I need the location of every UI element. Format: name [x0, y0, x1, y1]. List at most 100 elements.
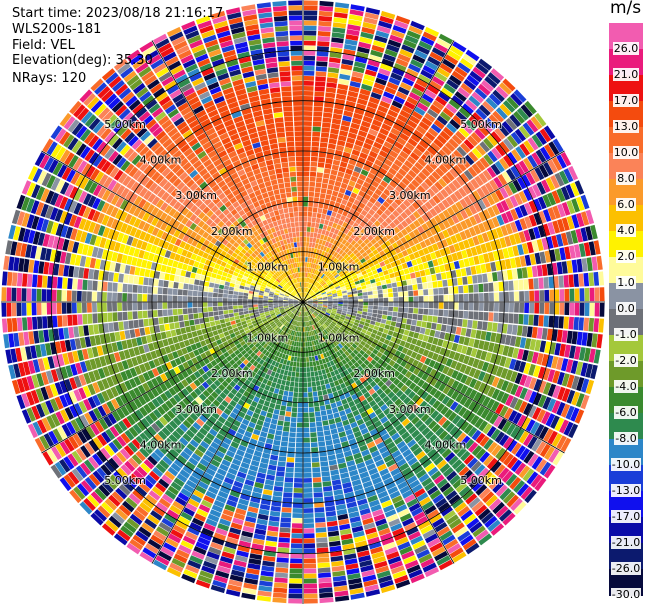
- velocity-cell: [297, 321, 300, 327]
- velocity-cell: [508, 313, 514, 324]
- velocity-cell: [317, 315, 322, 320]
- velocity-cell: [495, 227, 504, 238]
- velocity-cell: [326, 77, 338, 84]
- velocity-cell: [262, 560, 275, 567]
- velocity-cell: [315, 290, 320, 294]
- velocity-cell: [466, 74, 480, 87]
- velocity-cell: [424, 112, 436, 123]
- velocity-cell: [248, 343, 255, 349]
- velocity-cell: [389, 367, 397, 375]
- velocity-cell: [278, 542, 290, 548]
- velocity-cell: [309, 341, 313, 347]
- velocity-cell: [420, 232, 428, 240]
- velocity-cell: [386, 81, 399, 91]
- velocity-cell: [90, 491, 104, 504]
- velocity-cell: [348, 14, 363, 22]
- velocity-cell: [347, 332, 354, 338]
- velocity-cell: [284, 482, 293, 488]
- velocity-cell: [203, 560, 217, 570]
- velocity-cell: [358, 423, 367, 431]
- velocity-cell: [311, 136, 320, 142]
- velocity-cell: [415, 451, 426, 461]
- velocity-cell: [227, 392, 235, 400]
- velocity-cell: [201, 373, 209, 381]
- velocity-cell: [382, 310, 388, 316]
- velocity-cell: [226, 384, 233, 392]
- velocity-cell: [401, 489, 413, 499]
- velocity-cell: [300, 311, 302, 317]
- velocity-cell: [347, 360, 354, 367]
- velocity-cell: [303, 272, 305, 277]
- velocity-cell: [307, 217, 312, 222]
- velocity-cell: [495, 447, 506, 460]
- velocity-cell: [401, 405, 410, 414]
- velocity-cell: [361, 346, 368, 353]
- velocity-cell: [267, 318, 273, 322]
- velocity-cell: [352, 324, 358, 330]
- velocity-cell: [499, 187, 509, 199]
- velocity-cell: [307, 321, 310, 327]
- velocity-cell: [369, 168, 378, 176]
- velocity-cell: [192, 435, 202, 444]
- velocity-cell: [319, 142, 328, 148]
- velocity-cell: [170, 462, 182, 473]
- velocity-cell: [434, 371, 442, 380]
- velocity-cell: [510, 165, 521, 178]
- velocity-cell: [317, 321, 322, 327]
- velocity-cell: [401, 347, 409, 355]
- velocity-cell: [316, 328, 321, 333]
- velocity-cell: [263, 320, 269, 325]
- velocity-cell: [406, 195, 415, 204]
- velocity-cell: [291, 307, 296, 312]
- velocity-cell: [332, 358, 338, 365]
- velocity-cell: [310, 232, 314, 238]
- velocity-cell: [151, 377, 159, 387]
- velocity-cell: [423, 289, 429, 296]
- velocity-cell: [355, 493, 366, 501]
- velocity-cell: [392, 331, 399, 338]
- velocity-cell: [285, 344, 289, 350]
- velocity-cell: [374, 235, 381, 242]
- velocity-cell: [404, 471, 415, 480]
- velocity-cell: [186, 443, 196, 452]
- velocity-cell: [312, 386, 317, 392]
- velocity-cell: [242, 525, 255, 533]
- velocity-cell: [307, 326, 310, 332]
- velocity-cell: [292, 330, 296, 336]
- velocity-cell: [474, 128, 486, 140]
- velocity-cell: [434, 266, 441, 274]
- velocity-cell: [347, 266, 354, 272]
- velocity-cell: [385, 232, 393, 240]
- velocity-cell: [319, 255, 324, 261]
- velocity-cell: [485, 474, 497, 487]
- velocity-cell: [371, 416, 380, 424]
- velocity-cell: [254, 334, 260, 340]
- velocity-cell: [325, 158, 333, 165]
- velocity-cell: [303, 573, 317, 579]
- velocity-cell: [312, 335, 316, 341]
- velocity-cell: [331, 321, 337, 326]
- velocity-cell: [101, 431, 112, 444]
- velocity-cell: [312, 280, 316, 285]
- velocity-cell: [417, 379, 425, 388]
- velocity-cell: [309, 284, 312, 289]
- velocity-cell: [377, 358, 384, 365]
- velocity-cell: [454, 190, 463, 201]
- velocity-cell: [398, 291, 404, 297]
- velocity-cell: [359, 471, 370, 479]
- velocity-cell: [136, 505, 149, 517]
- velocity-cell: [327, 449, 335, 456]
- velocity-cell: [566, 215, 575, 230]
- velocity-cell: [383, 328, 389, 335]
- velocity-cell: [205, 490, 217, 500]
- velocity-cell: [321, 127, 330, 133]
- velocity-cell: [343, 279, 349, 284]
- velocity-cell: [319, 147, 327, 153]
- velocity-cell: [353, 332, 360, 338]
- velocity-cell: [408, 231, 416, 239]
- velocity-cell: [288, 391, 294, 397]
- velocity-cell: [295, 321, 298, 326]
- velocity-cell: [388, 77, 401, 86]
- velocity-cell: [388, 341, 395, 348]
- velocity-cell: [558, 316, 564, 329]
